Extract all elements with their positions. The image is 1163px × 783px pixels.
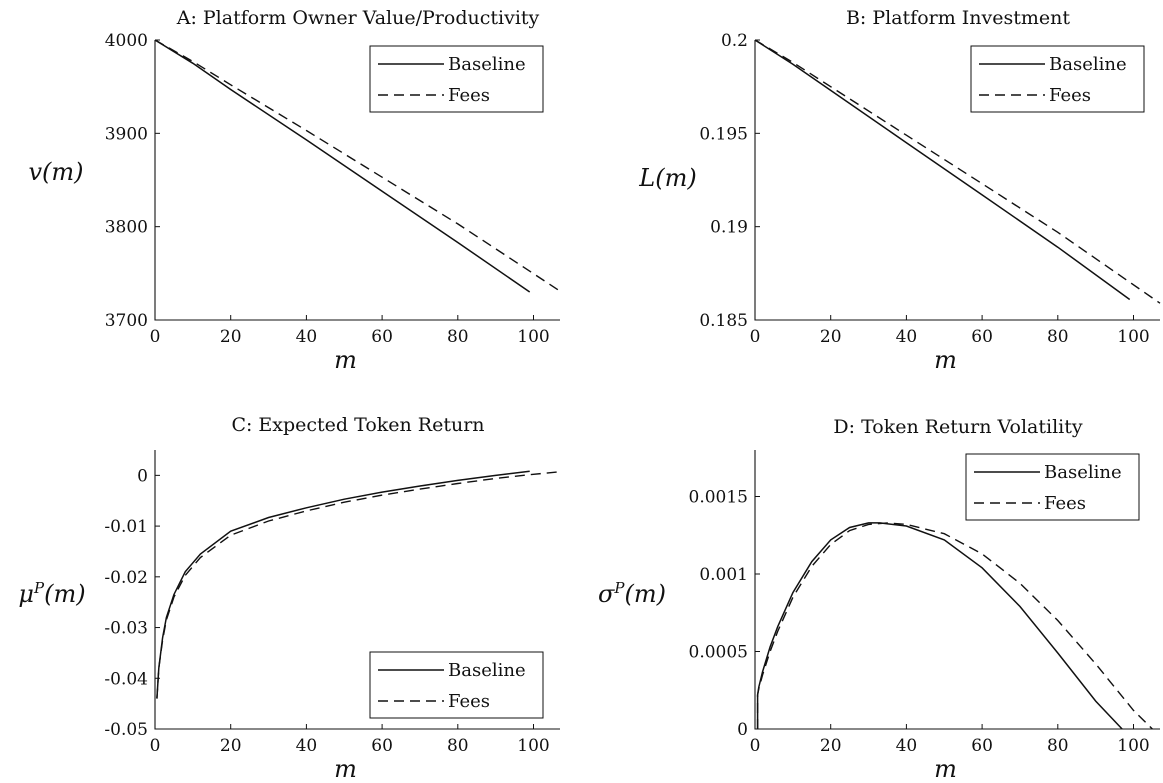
y-tick-label: 0.195 <box>699 124 748 144</box>
legend-label: Fees <box>1044 493 1086 514</box>
series-line-fees <box>754 39 1161 304</box>
x-tick-label: 20 <box>220 327 242 347</box>
x-tick-label: 60 <box>971 736 993 756</box>
x-tick-label: 100 <box>1117 736 1149 756</box>
legend: Baseline Fees <box>965 453 1140 521</box>
x-tick-label: 100 <box>517 327 549 347</box>
y-tick-label: 0.19 <box>710 218 748 238</box>
x-axis-label: m <box>934 346 957 374</box>
x-tick-label: 80 <box>447 327 469 347</box>
legend-label: Baseline <box>448 54 526 75</box>
x-tick-label: 20 <box>220 736 242 756</box>
x-tick-label: 40 <box>296 736 318 756</box>
panel-a: A: Platform Owner Value/Productivity 0 20 4… <box>28 7 561 374</box>
legend-label: Fees <box>448 691 490 712</box>
y-axis-label: v(m) <box>28 158 83 186</box>
panel-title: B: Platform Investment <box>846 7 1070 29</box>
y-tick-label: -0.03 <box>104 619 148 639</box>
y-tick-label: 0.0005 <box>689 643 748 663</box>
x-tick-label: 0 <box>150 327 161 347</box>
x-tick-label: 0 <box>750 327 761 347</box>
series-line-baseline <box>754 39 1131 301</box>
y-tick-label: 0 <box>737 720 748 740</box>
legend-box <box>965 453 1140 521</box>
y-tick-label: 3800 <box>105 218 148 238</box>
series-line-baseline <box>154 39 531 293</box>
y-tick-label: 3700 <box>105 311 148 331</box>
x-tick-label: 60 <box>371 736 393 756</box>
x-axis-label: m <box>934 755 957 783</box>
x-tick-label: 40 <box>896 327 918 347</box>
legend-label: Baseline <box>1049 54 1127 75</box>
x-tick-label: 40 <box>896 736 918 756</box>
x-tick-label: 100 <box>517 736 549 756</box>
legend-box <box>369 45 544 113</box>
legend: Baseline Fees <box>369 651 544 719</box>
legend-box <box>369 651 544 719</box>
y-tick-label: -0.04 <box>104 669 148 689</box>
y-tick-label: 0 <box>137 466 148 486</box>
legend-label: Baseline <box>1044 462 1122 483</box>
series-line-baseline <box>756 522 1123 730</box>
y-tick-label: 0.2 <box>721 31 748 51</box>
y-tick-label: -0.01 <box>104 517 148 537</box>
panel-title: D: Token Return Volatility <box>833 416 1082 438</box>
y-axis-label: L(m) <box>638 164 696 192</box>
panel-d: D: Token Return Volatility 0 20 40 60 80 100 0 0… <box>598 416 1160 783</box>
x-tick-label: 20 <box>820 736 842 756</box>
series-line-fees <box>156 471 561 699</box>
series-line-fees <box>154 39 561 292</box>
x-tick-label: 20 <box>820 327 842 347</box>
y-axis-label: μP(m) <box>18 579 85 608</box>
x-tick-label: 60 <box>371 327 393 347</box>
y-tick-label: 4000 <box>105 31 148 51</box>
y-axis-label: σP(m) <box>598 579 666 608</box>
x-tick-label: 80 <box>447 736 469 756</box>
x-axis-label: m <box>334 346 357 374</box>
panel-b: B: Platform Investment 0 20 40 60 80 100 0.185 0… <box>638 7 1161 374</box>
y-tick-label: 0.185 <box>699 311 748 331</box>
y-tick-label: 3900 <box>105 124 148 144</box>
x-tick-label: 0 <box>750 736 761 756</box>
legend-label: Fees <box>1049 85 1091 106</box>
legend-label: Fees <box>448 85 490 106</box>
y-tick-label: -0.05 <box>104 720 148 740</box>
panel-title: C: Expected Token Return <box>231 414 484 436</box>
panel-title: A: Platform Owner Value/Productivity <box>176 7 540 29</box>
legend: Baseline Fees <box>369 45 544 113</box>
y-tick-label: 0.001 <box>699 565 748 585</box>
x-tick-label: 100 <box>1117 327 1149 347</box>
legend: Baseline Fees <box>970 45 1145 113</box>
y-tick-label: 0.0015 <box>689 488 748 508</box>
legend-box <box>970 45 1145 113</box>
x-tick-label: 0 <box>150 736 161 756</box>
x-axis-label: m <box>334 755 357 783</box>
legend-label: Baseline <box>448 660 526 681</box>
panel-c: C: Expected Token Return 0 20 40 60 80 100 -0.0… <box>18 414 561 783</box>
x-tick-label: 80 <box>1047 327 1069 347</box>
x-tick-label: 60 <box>971 327 993 347</box>
y-tick-label: -0.02 <box>104 568 148 588</box>
x-tick-label: 40 <box>296 327 318 347</box>
x-tick-label: 80 <box>1047 736 1069 756</box>
